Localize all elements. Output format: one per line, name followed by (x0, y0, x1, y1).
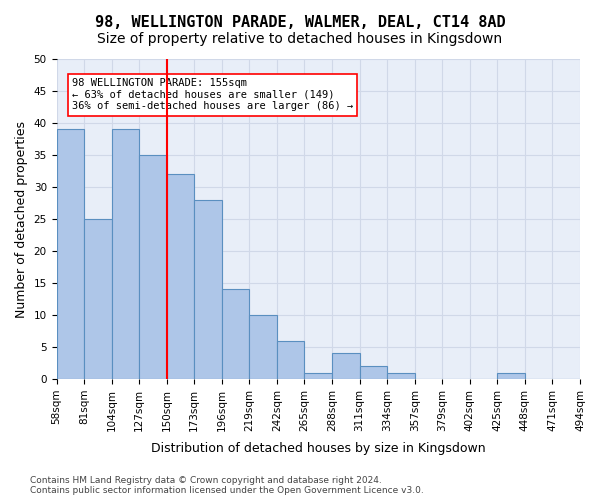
Bar (497, 372, 525, 379)
Y-axis label: Number of detached properties: Number of detached properties (15, 120, 28, 318)
Bar (112, 130, 139, 379)
Bar (332, 354, 359, 379)
Bar (167, 174, 194, 379)
Bar (277, 340, 304, 379)
Bar (387, 372, 415, 379)
Bar (304, 372, 332, 379)
Text: Contains HM Land Registry data © Crown copyright and database right 2024.
Contai: Contains HM Land Registry data © Crown c… (30, 476, 424, 495)
X-axis label: Distribution of detached houses by size in Kingsdown: Distribution of detached houses by size … (151, 442, 485, 455)
Bar (359, 366, 387, 379)
Text: 98 WELLINGTON PARADE: 155sqm
← 63% of detached houses are smaller (149)
36% of s: 98 WELLINGTON PARADE: 155sqm ← 63% of de… (71, 78, 353, 112)
Bar (194, 200, 222, 379)
Bar (139, 155, 167, 379)
Text: Size of property relative to detached houses in Kingsdown: Size of property relative to detached ho… (97, 32, 503, 46)
Bar (250, 315, 277, 379)
Bar (84, 219, 112, 379)
Text: 98, WELLINGTON PARADE, WALMER, DEAL, CT14 8AD: 98, WELLINGTON PARADE, WALMER, DEAL, CT1… (95, 15, 505, 30)
Bar (222, 290, 250, 379)
Bar (56, 130, 84, 379)
